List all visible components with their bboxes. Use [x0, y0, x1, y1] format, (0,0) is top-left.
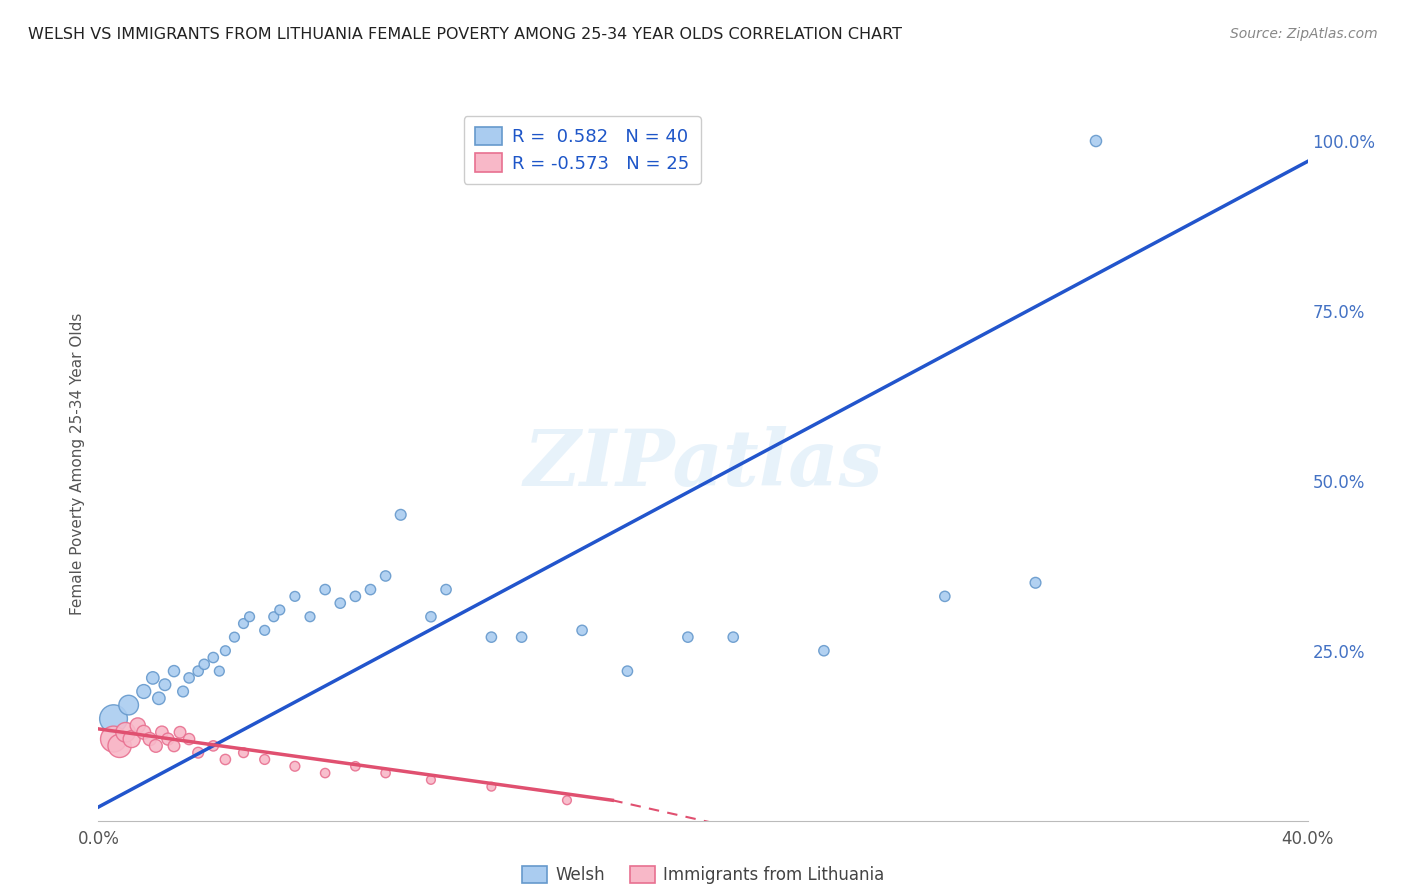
Point	[389, 508, 412, 522]
Point	[208, 664, 231, 678]
Point	[172, 684, 194, 698]
Point	[420, 772, 443, 787]
Point	[118, 698, 141, 712]
Point	[232, 616, 254, 631]
Point	[150, 725, 173, 739]
Point	[481, 780, 503, 794]
Point	[156, 732, 179, 747]
Point	[163, 664, 186, 678]
Point	[187, 664, 209, 678]
Point	[344, 759, 367, 773]
Point	[1024, 575, 1046, 590]
Point	[224, 630, 246, 644]
Point	[127, 718, 149, 732]
Point	[121, 732, 143, 747]
Point	[187, 746, 209, 760]
Y-axis label: Female Poverty Among 25-34 Year Olds: Female Poverty Among 25-34 Year Olds	[69, 313, 84, 615]
Point	[481, 630, 503, 644]
Point	[179, 732, 201, 747]
Point	[374, 766, 396, 780]
Point	[360, 582, 382, 597]
Point	[169, 725, 191, 739]
Point	[232, 746, 254, 760]
Point	[284, 590, 307, 604]
Point	[374, 569, 396, 583]
Point	[1085, 134, 1108, 148]
Point	[114, 725, 136, 739]
Point	[179, 671, 201, 685]
Point	[214, 644, 236, 658]
Point	[420, 609, 443, 624]
Point	[510, 630, 533, 644]
Point	[934, 590, 956, 604]
Text: Source: ZipAtlas.com: Source: ZipAtlas.com	[1230, 27, 1378, 41]
Point	[193, 657, 215, 672]
Point	[299, 609, 322, 624]
Legend: Welsh, Immigrants from Lithuania: Welsh, Immigrants from Lithuania	[515, 859, 891, 891]
Point	[108, 739, 131, 753]
Text: ZIPatlas: ZIPatlas	[523, 425, 883, 502]
Point	[616, 664, 638, 678]
Point	[344, 590, 367, 604]
Point	[153, 678, 176, 692]
Point	[676, 630, 699, 644]
Point	[284, 759, 307, 773]
Point	[202, 650, 225, 665]
Point	[253, 624, 276, 638]
Point	[132, 725, 155, 739]
Point	[314, 582, 336, 597]
Point	[434, 582, 457, 597]
Point	[202, 739, 225, 753]
Point	[239, 609, 262, 624]
Point	[723, 630, 745, 644]
Point	[571, 624, 593, 638]
Point	[139, 732, 162, 747]
Point	[555, 793, 578, 807]
Point	[214, 752, 236, 766]
Text: WELSH VS IMMIGRANTS FROM LITHUANIA FEMALE POVERTY AMONG 25-34 YEAR OLDS CORRELAT: WELSH VS IMMIGRANTS FROM LITHUANIA FEMAL…	[28, 27, 903, 42]
Point	[148, 691, 170, 706]
Point	[132, 684, 155, 698]
Point	[103, 712, 125, 726]
Point	[145, 739, 167, 753]
Point	[142, 671, 165, 685]
Point	[253, 752, 276, 766]
Point	[263, 609, 285, 624]
Point	[329, 596, 352, 610]
Point	[269, 603, 291, 617]
Point	[813, 644, 835, 658]
Point	[163, 739, 186, 753]
Point	[314, 766, 336, 780]
Point	[103, 732, 125, 747]
